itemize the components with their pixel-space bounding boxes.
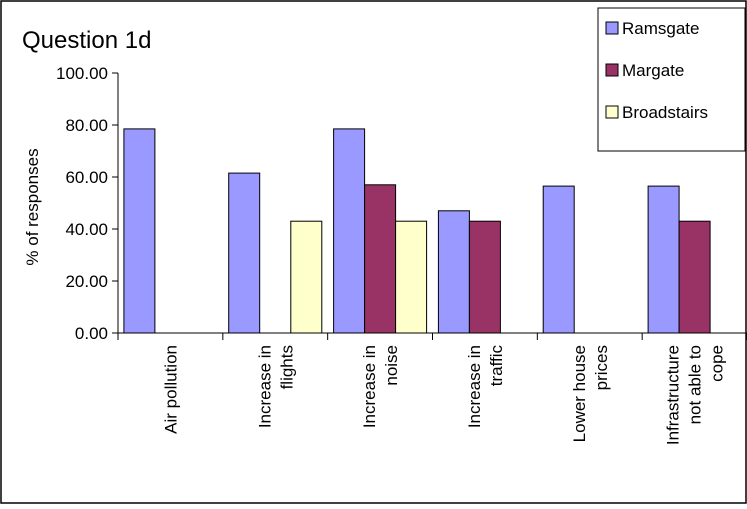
bar-ramsgate-0 xyxy=(123,128,156,334)
legend-label-ramsgate: Ramsgate xyxy=(622,19,699,38)
legend: Ramsgate Margate Broadstairs xyxy=(597,7,746,152)
bar-broadstairs-1 xyxy=(290,220,323,334)
legend-label-broadstairs: Broadstairs xyxy=(622,103,708,122)
x-category-label: Increase in xyxy=(465,345,484,428)
x-category-label: Infrastructure xyxy=(664,345,683,445)
x-category-label: Air pollution xyxy=(161,345,180,434)
bar-ramsgate-1 xyxy=(228,172,261,334)
bar-broadstairs-2 xyxy=(395,220,428,334)
x-category-label: prices xyxy=(592,345,611,390)
bar-margate-2 xyxy=(364,184,397,334)
bar-ramsgate-3 xyxy=(437,210,470,334)
legend-label-margate: Margate xyxy=(622,61,684,80)
bar-ramsgate-2 xyxy=(333,128,366,334)
y-tick-label: 20.00 xyxy=(65,272,108,291)
plot-area xyxy=(123,128,711,334)
bar-margate-3 xyxy=(468,220,501,334)
y-tick-label: 40.00 xyxy=(65,220,108,239)
legend-box xyxy=(597,7,746,152)
x-category-label: not able to xyxy=(686,345,705,424)
x-category-label: Increase in xyxy=(255,345,274,428)
x-category-label: cope xyxy=(708,345,727,382)
x-category-label: noise xyxy=(382,345,401,386)
y-tick-label: 0.00 xyxy=(75,324,108,343)
chart-title: Question 1d xyxy=(22,27,151,54)
axes: 0.00 20.00 40.00 60.00 80.00 100.00 % of respo… xyxy=(23,64,747,445)
legend-swatch-ramsgate xyxy=(605,21,619,35)
bar-margate-5 xyxy=(678,220,711,334)
bar-ramsgate-4 xyxy=(542,185,575,334)
bar-ramsgate-5 xyxy=(647,185,680,334)
x-category-label: Increase in xyxy=(360,345,379,428)
x-category-label: flights xyxy=(277,345,296,389)
y-tick-label: 60.00 xyxy=(65,168,108,187)
y-axis-title: % of responses xyxy=(23,148,42,265)
x-category-label: traffic xyxy=(487,345,506,387)
legend-swatch-margate xyxy=(605,63,619,77)
y-tick-label: 80.00 xyxy=(65,116,108,135)
x-category-label: Lower house xyxy=(570,345,589,442)
legend-swatch-broadstairs xyxy=(605,105,619,119)
y-tick-label: 100.00 xyxy=(56,64,108,83)
